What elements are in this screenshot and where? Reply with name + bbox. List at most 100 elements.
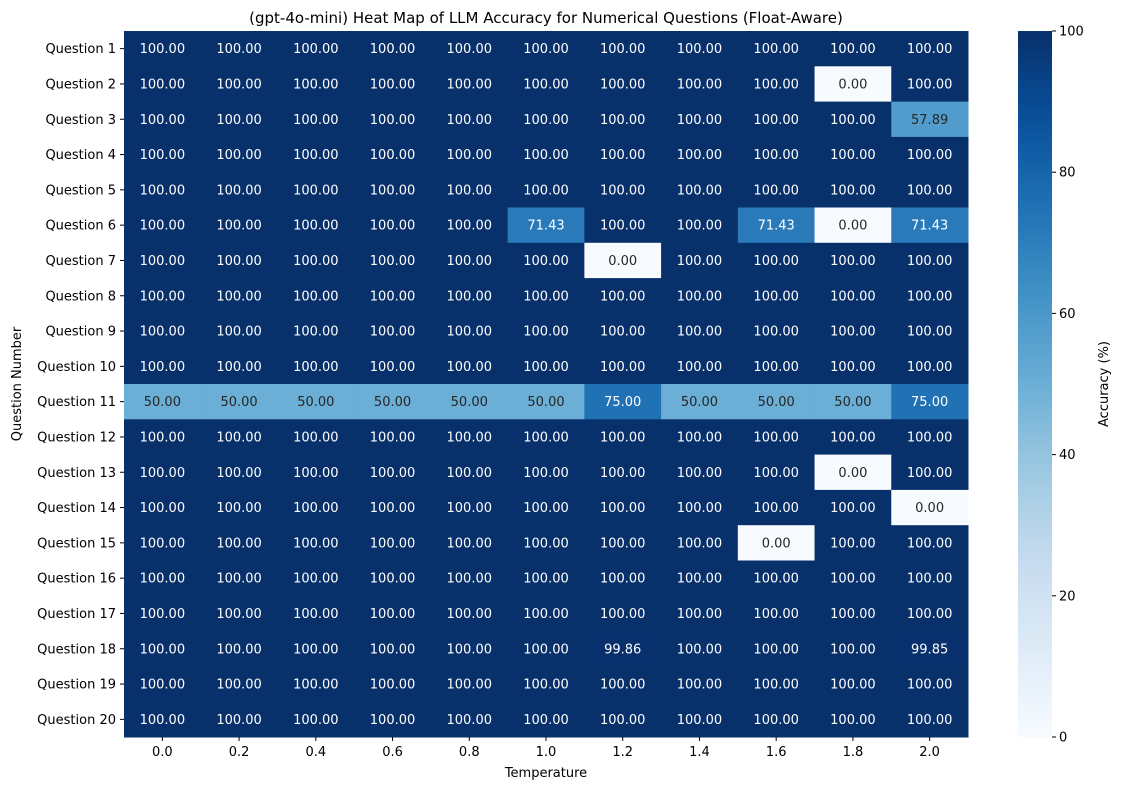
cell-value-label: 100.00: [600, 113, 646, 128]
cell-value-label: 100.00: [447, 183, 493, 198]
heatmap-cell: [277, 66, 355, 103]
heatmap-cell: [737, 207, 816, 244]
cell-value-label: 100.00: [677, 360, 723, 375]
heatmap-cell: [584, 454, 662, 491]
heatmap-cell: [661, 31, 739, 67]
heatmap-cell: [891, 701, 969, 738]
heatmap-cell: [507, 278, 585, 314]
cell-value-label: 100.00: [523, 572, 569, 587]
cell-value-label: 100.00: [216, 607, 262, 622]
cell-value-label: 100.00: [753, 501, 799, 516]
cell-value-label: 100.00: [907, 325, 953, 340]
heatmap-cell: [891, 313, 969, 350]
heatmap-cell: [814, 31, 892, 67]
heatmap-cell: [814, 489, 892, 526]
cell-value-label: 100.00: [600, 325, 646, 340]
cell-value-label: 71.43: [758, 219, 795, 234]
cell-value-label: 100.00: [216, 678, 262, 693]
cell-value-label: 100.00: [447, 466, 493, 481]
cell-value-label: 100.00: [677, 501, 723, 516]
cell-value-label: 100.00: [293, 642, 339, 657]
cell-value-label: 0.00: [838, 219, 867, 234]
cell-value-label: 100.00: [907, 360, 953, 375]
y-tick-label: Question 3: [45, 113, 116, 128]
cell-value-label: 100.00: [677, 536, 723, 551]
heatmap-cell: [354, 595, 432, 632]
cell-value-label: 100.00: [523, 148, 569, 163]
heatmap-cell: [584, 101, 662, 138]
heatmap-cell: [507, 384, 585, 420]
x-tick-label: 1.6: [766, 745, 787, 760]
heatmap-cell: [814, 631, 892, 667]
heatmap-cell: [891, 525, 969, 561]
heatmap-cell: [584, 136, 662, 173]
heatmap-cell: [891, 560, 969, 597]
cell-value-label: 100.00: [293, 183, 339, 198]
cell-value-label: 100.00: [293, 289, 339, 304]
cell-value-label: 100.00: [216, 536, 262, 551]
cell-value-label: 100.00: [370, 713, 416, 728]
heatmap-cell: [124, 454, 202, 491]
heatmap-cell: [430, 454, 509, 491]
heatmap-cell: [584, 489, 662, 526]
cell-value-label: 100.00: [753, 572, 799, 587]
heatmap-cell: [277, 348, 355, 385]
heatmap-cell: [814, 560, 892, 597]
heatmap-cell: [661, 242, 739, 279]
cell-value-label: 100.00: [830, 360, 876, 375]
cell-value-label: 100.00: [907, 536, 953, 551]
heatmap-cell: [891, 489, 969, 526]
cell-value-label: 100.00: [140, 466, 186, 481]
cell-value-label: 100.00: [753, 77, 799, 92]
cell-value-label: 100.00: [216, 254, 262, 269]
cell-value-label: 100.00: [600, 42, 646, 57]
heatmap-cell: [277, 560, 355, 597]
heatmap-cell: [200, 560, 278, 597]
cell-value-label: 100.00: [370, 183, 416, 198]
cell-value-label: 100.00: [907, 678, 953, 693]
cell-value-label: 100.00: [907, 77, 953, 92]
cell-value-label: 100.00: [216, 289, 262, 304]
heatmap-cell: [814, 595, 892, 632]
heatmap-cell: [430, 419, 509, 456]
heatmap-cell: [200, 278, 278, 314]
cell-value-label: 100.00: [370, 219, 416, 234]
cell-value-label: 100.00: [370, 430, 416, 445]
cell-value-label: 100.00: [523, 678, 569, 693]
cell-value-label: 100.00: [677, 219, 723, 234]
heatmap-cell: [661, 489, 739, 526]
cell-value-label: 100.00: [677, 77, 723, 92]
cell-value-label: 99.86: [604, 642, 641, 657]
cell-value-label: 100.00: [907, 42, 953, 57]
heatmap-cell: [277, 31, 355, 67]
heatmap-cell: [584, 278, 662, 314]
heatmap-cell: [814, 348, 892, 385]
cell-value-label: 100.00: [370, 77, 416, 92]
cell-value-label: 100.00: [753, 360, 799, 375]
heatmap-cell: [814, 278, 892, 314]
heatmap-cell: [124, 489, 202, 526]
heatmap-cell: [354, 31, 432, 67]
y-axis: Question 1 Question 2 Question 3 Question 4…: [37, 42, 124, 728]
heatmap-cell: [737, 560, 816, 597]
colorbar-gradient: [1018, 31, 1052, 737]
heatmap-cell: [430, 489, 509, 526]
cell-value-label: 50.00: [681, 395, 718, 410]
heatmap-cell: [430, 172, 509, 208]
cell-value-label: 100.00: [216, 148, 262, 163]
cell-value-label: 100.00: [523, 713, 569, 728]
cell-value-label: 100.00: [447, 254, 493, 269]
cell-value-label: 100.00: [140, 430, 186, 445]
cell-value-label: 100.00: [677, 713, 723, 728]
cell-value-label: 100.00: [753, 678, 799, 693]
cell-value-label: 100.00: [523, 77, 569, 92]
heatmap-cell: [737, 384, 816, 420]
colorbar-tick-label: 0: [1059, 731, 1067, 746]
cell-value-label: 100.00: [293, 325, 339, 340]
heatmap-cell: [661, 66, 739, 103]
cell-value-label: 100.00: [523, 289, 569, 304]
cell-value-label: 100.00: [216, 77, 262, 92]
heatmap-cell: [584, 31, 662, 67]
cell-value-label: 100.00: [447, 572, 493, 587]
cell-value-label: 100.00: [830, 183, 876, 198]
